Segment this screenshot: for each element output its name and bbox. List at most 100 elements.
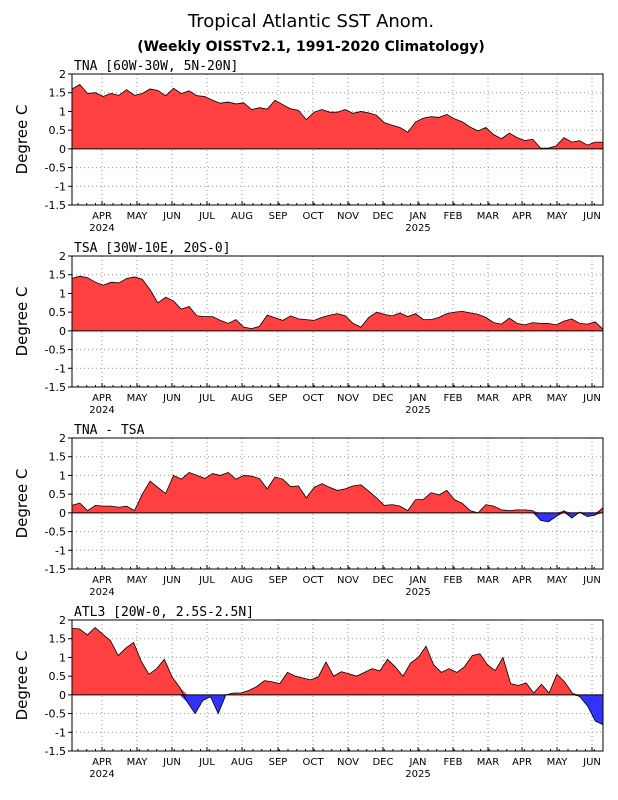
y-tick-label: -1.5: [45, 745, 66, 758]
positive-anomaly-area: [72, 276, 603, 331]
y-tick-label: -1.5: [45, 381, 66, 394]
y-tick-label: -1.5: [45, 563, 66, 576]
x-tick-label: FEB: [444, 757, 463, 768]
panel-label: ATL3 [20W-0, 2.5S-2.5N]: [74, 605, 254, 620]
x-tick-label: DEC: [372, 393, 393, 404]
x-tick-label: JAN: [408, 211, 426, 222]
x-tick-label: JUN: [582, 393, 601, 404]
y-tick-label: 0.5: [49, 488, 67, 501]
x-tick-label: APR: [92, 757, 112, 768]
x-tick-label: NOV: [337, 393, 359, 404]
y-tick-label: -1: [55, 362, 66, 375]
panel-4: 2 1.5 1 0.5 0 -0.5 -1 -1.5 APR MAY JUN JUL AUG SEP OCT…: [13, 605, 604, 780]
x-tick-label: AUG: [231, 575, 253, 586]
x-tick-label: AUG: [231, 757, 253, 768]
x-tick-label: OCT: [303, 211, 325, 222]
x-tick-label: MAR: [477, 575, 499, 586]
y-tick-label: 0.5: [49, 124, 67, 137]
series-line: [72, 275, 603, 330]
x-tick-label: JUN: [162, 211, 181, 222]
x-tick-label: NOV: [337, 211, 359, 222]
panel-label: TNA [60W-30W, 5N-20N]: [74, 59, 238, 74]
x-tick-label: APR: [512, 393, 532, 404]
chart-panels: 2 1.5 1 0.5 0 -0.5 -1 -1.5 APR MAY JUN JUL AUG SEP OCT…: [13, 59, 604, 780]
year-label: 2024: [89, 769, 114, 780]
y-tick-label: 2: [59, 614, 66, 627]
x-tick-label: DEC: [372, 211, 393, 222]
x-tick-label: JUN: [162, 393, 181, 404]
x-tick-label: JUN: [582, 575, 601, 586]
y-axis-label: Degree C: [13, 287, 31, 357]
y-tick-label: -0.5: [45, 526, 66, 539]
year-label: 2024: [89, 587, 114, 598]
x-tick-label: MAR: [477, 757, 499, 768]
x-tick-label: JUL: [198, 757, 215, 768]
positive-anomaly-area: [72, 84, 603, 149]
x-tick-label: NOV: [337, 575, 359, 586]
x-tick-label: JUN: [582, 211, 601, 222]
y-tick-label: 2: [59, 432, 66, 445]
x-tick-label: FEB: [444, 393, 463, 404]
panel-label: TSA [30W-10E, 20S-0]: [74, 241, 231, 256]
plot-frame: [71, 437, 604, 570]
x-tick-label: APR: [512, 575, 532, 586]
figure-title: Tropical Atlantic SST Anom.: [187, 11, 434, 32]
x-tick-label: JAN: [408, 575, 426, 586]
series-line: [72, 626, 603, 726]
y-tick-label: 0: [59, 143, 66, 156]
x-tick-label: SEP: [269, 575, 288, 586]
y-tick-label: -1.5: [45, 199, 66, 212]
panel-1: 2 1.5 1 0.5 0 -0.5 -1 -1.5 APR MAY JUN JUL AUG SEP OCT…: [13, 59, 604, 234]
y-tick-label: 2: [59, 68, 66, 81]
x-tick-label: JUL: [198, 393, 215, 404]
x-tick-label: DEC: [372, 575, 393, 586]
x-tick-label: NOV: [337, 757, 359, 768]
x-tick-label: APR: [92, 575, 112, 586]
y-tick-label: 1.5: [49, 633, 67, 646]
figure-subtitle: (Weekly OISSTv2.1, 1991-2020 Climatology…: [137, 39, 485, 55]
y-tick-label: -0.5: [45, 708, 66, 721]
negative-anomaly-area: [72, 512, 603, 522]
x-tick-label: OCT: [303, 757, 325, 768]
x-tick-label: MAY: [127, 211, 149, 222]
y-tick-label: 1: [59, 287, 66, 300]
plot-frame: [71, 255, 604, 388]
plot-frame: [71, 619, 604, 752]
x-tick-label: JUN: [582, 757, 601, 768]
x-tick-label: APR: [512, 757, 532, 768]
x-tick-label: JUL: [198, 575, 215, 586]
y-tick-label: 1.5: [49, 269, 67, 282]
panel-label: TNA - TSA: [74, 423, 145, 438]
x-tick-label: AUG: [231, 211, 253, 222]
panel-3: 2 1.5 1 0.5 0 -0.5 -1 -1.5 APR MAY JUN JUL AUG SEP OCT…: [13, 423, 604, 598]
year-label: 2025: [405, 223, 430, 234]
x-tick-label: APR: [512, 211, 532, 222]
x-tick-label: APR: [92, 211, 112, 222]
y-tick-label: 0: [59, 325, 66, 338]
x-tick-label: JAN: [408, 393, 426, 404]
y-tick-label: -0.5: [45, 344, 66, 357]
panel-2: 2 1.5 1 0.5 0 -0.5 -1 -1.5 APR MAY JUN JUL AUG SEP OCT…: [13, 241, 604, 416]
x-tick-label: DEC: [372, 757, 393, 768]
x-tick-label: MAY: [547, 575, 569, 586]
x-tick-label: MAR: [477, 393, 499, 404]
year-label: 2024: [89, 223, 114, 234]
x-tick-label: MAR: [477, 211, 499, 222]
y-tick-label: 0: [59, 689, 66, 702]
series-line: [72, 471, 603, 523]
x-tick-label: MAY: [127, 757, 149, 768]
y-tick-label: 0.5: [49, 670, 67, 683]
x-tick-label: OCT: [303, 393, 325, 404]
y-tick-label: 1: [59, 651, 66, 664]
y-tick-label: -1: [55, 180, 66, 193]
year-label: 2025: [405, 587, 430, 598]
x-tick-label: FEB: [444, 211, 463, 222]
y-tick-label: 2: [59, 250, 66, 263]
positive-anomaly-area: [72, 472, 603, 513]
positive-anomaly-area: [72, 627, 603, 695]
y-tick-label: -0.5: [45, 162, 66, 175]
y-tick-label: 0: [59, 507, 66, 520]
x-tick-label: SEP: [269, 393, 288, 404]
x-tick-label: JAN: [408, 757, 426, 768]
